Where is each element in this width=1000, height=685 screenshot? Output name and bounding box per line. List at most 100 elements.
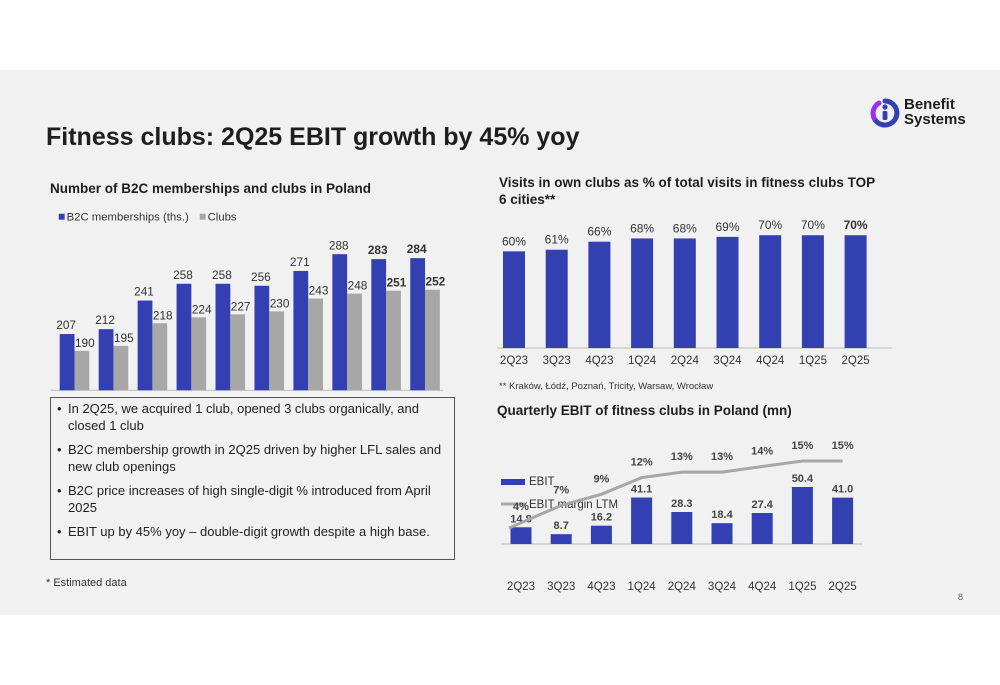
clubs-value-label: 243 bbox=[309, 284, 329, 298]
visits-bar bbox=[801, 235, 824, 348]
memberships-clubs-chart: B2C memberships (ths.)Clubs2071902Q23212… bbox=[50, 212, 446, 408]
visits-value-label: 61% bbox=[545, 233, 569, 247]
page-title: Fitness clubs: 2Q25 EBIT growth by 45% y… bbox=[46, 123, 580, 151]
x-tick-label: 2Q24 bbox=[671, 355, 700, 367]
visits-value-label: 66% bbox=[587, 225, 611, 239]
memberships-bar bbox=[98, 329, 114, 391]
x-tick-label: 4Q23 bbox=[585, 355, 613, 367]
memberships-value-label: 207 bbox=[56, 318, 76, 332]
ebit-bar bbox=[550, 534, 572, 544]
visits-bar bbox=[545, 249, 568, 348]
clubs-bar bbox=[386, 290, 401, 391]
memberships-value-label: 241 bbox=[134, 285, 154, 299]
visits-value-label: 60% bbox=[502, 234, 526, 248]
chart1-title: Number of B2C memberships and clubs in P… bbox=[50, 181, 372, 196]
clubs-value-label: 218 bbox=[153, 308, 173, 322]
bullet-item: B2C membership growth in 2Q25 driven by … bbox=[57, 441, 446, 475]
memberships-value-label: 212 bbox=[95, 313, 115, 327]
logo-text-line2: Systems bbox=[904, 111, 966, 128]
visits-value-label: 68% bbox=[630, 221, 654, 235]
ebit-bar bbox=[832, 497, 854, 544]
key-points-box: In 2Q25, we acquired 1 club, opened 3 cl… bbox=[50, 397, 455, 560]
memberships-bar bbox=[332, 254, 348, 391]
x-tick-label: 2Q24 bbox=[668, 581, 697, 593]
clubs-value-label: 190 bbox=[75, 336, 95, 350]
legend-swatch bbox=[58, 213, 65, 220]
visits-value-label: 70% bbox=[801, 218, 825, 232]
margin-value-label: 12% bbox=[631, 457, 653, 469]
ebit-value-label: 18.4 bbox=[711, 509, 733, 521]
clubs-value-label: 227 bbox=[231, 299, 251, 313]
x-tick-label: 1Q24 bbox=[628, 355, 657, 367]
margin-value-label: 15% bbox=[832, 440, 854, 452]
visits-value-label: 68% bbox=[673, 221, 697, 235]
x-tick-label: 2Q23 bbox=[507, 581, 535, 593]
visits-value-label: 69% bbox=[715, 220, 739, 234]
legend-swatch-ebit bbox=[501, 479, 525, 485]
ebit-bar bbox=[671, 511, 693, 544]
visits-share-chart: 60% 2Q23 61% 3Q23 66% 4Q23 68% 1Q24 68% 2Q24 69% 3Q… bbox=[497, 218, 892, 367]
memberships-bar bbox=[410, 258, 426, 391]
x-tick-label: 1Q24 bbox=[628, 581, 657, 593]
ebit-value-label: 16.2 bbox=[591, 512, 612, 524]
clubs-bar bbox=[230, 314, 246, 391]
clubs-bar bbox=[347, 293, 362, 391]
visits-value-label: 70% bbox=[758, 218, 782, 232]
clubs-bar bbox=[269, 311, 285, 391]
memberships-bar bbox=[293, 270, 309, 391]
ebit-value-label: 41.0 bbox=[832, 484, 853, 496]
logo-mark-icon bbox=[870, 98, 900, 128]
clubs-bar bbox=[425, 289, 440, 391]
memberships-bar bbox=[254, 285, 270, 391]
bullet-item: EBIT up by 45% yoy – double-digit growth… bbox=[57, 523, 446, 540]
x-tick-label: 4Q23 bbox=[587, 581, 615, 593]
memberships-value-label: 258 bbox=[173, 268, 193, 282]
clubs-value-label: 195 bbox=[114, 331, 134, 345]
memberships-value-label: 284 bbox=[407, 242, 427, 256]
x-tick-label: 3Q24 bbox=[708, 581, 737, 593]
margin-value-label: 15% bbox=[791, 440, 813, 452]
cities-footnote: ** Kraków, Łódź, Poznań, Tricity, Warsaw… bbox=[499, 381, 714, 392]
estimated-footnote: * Estimated data bbox=[46, 577, 127, 589]
x-tick-label: 3Q24 bbox=[713, 355, 742, 367]
chart2-title: Visits in own clubs as % of total visits… bbox=[499, 175, 875, 207]
x-tick-label: 1Q25 bbox=[799, 355, 827, 367]
x-tick-label: 4Q24 bbox=[748, 581, 777, 593]
visits-bar bbox=[844, 235, 867, 348]
visits-bar bbox=[716, 236, 739, 348]
memberships-bar bbox=[176, 283, 192, 391]
company-logo: Benefit Systems bbox=[870, 96, 980, 132]
memberships-bar bbox=[59, 334, 75, 391]
x-tick-label: 4Q24 bbox=[756, 355, 785, 367]
memberships-bar bbox=[137, 300, 153, 391]
ebit-value-label: 27.4 bbox=[751, 499, 773, 511]
clubs-value-label: 251 bbox=[387, 276, 407, 290]
visits-bar bbox=[673, 238, 696, 348]
x-tick-label: 2Q25 bbox=[842, 355, 870, 367]
margin-value-label: 4% bbox=[513, 501, 529, 513]
clubs-bar bbox=[191, 317, 207, 391]
clubs-value-label: 230 bbox=[270, 296, 290, 310]
x-tick-label: 3Q23 bbox=[543, 355, 571, 367]
legend-label-ebit: EBIT bbox=[529, 476, 555, 488]
ebit-value-label: 14.8 bbox=[510, 513, 531, 525]
clubs-value-label: 224 bbox=[192, 302, 212, 316]
margin-value-label: 14% bbox=[751, 446, 773, 458]
legend-label: B2C memberships (ths.) bbox=[67, 212, 189, 224]
ebit-value-label: 50.4 bbox=[792, 473, 814, 485]
legend-label-margin: EBIT margin LTM bbox=[529, 499, 618, 511]
memberships-value-label: 283 bbox=[368, 243, 388, 257]
visits-bar bbox=[631, 238, 654, 348]
chart3-title: Quarterly EBIT of fitness clubs in Polan… bbox=[497, 403, 792, 418]
logo-text-line1: Benefit bbox=[904, 96, 955, 113]
x-tick-label: 2Q25 bbox=[829, 581, 857, 593]
clubs-bar bbox=[308, 298, 323, 391]
clubs-bar bbox=[74, 350, 90, 391]
memberships-value-label: 256 bbox=[251, 270, 271, 284]
ebit-bar bbox=[791, 487, 813, 544]
visits-bar bbox=[759, 235, 782, 348]
margin-value-label: 13% bbox=[671, 451, 693, 463]
memberships-bar bbox=[215, 283, 231, 391]
memberships-value-label: 288 bbox=[329, 238, 349, 252]
legend-label: Clubs bbox=[208, 212, 237, 224]
